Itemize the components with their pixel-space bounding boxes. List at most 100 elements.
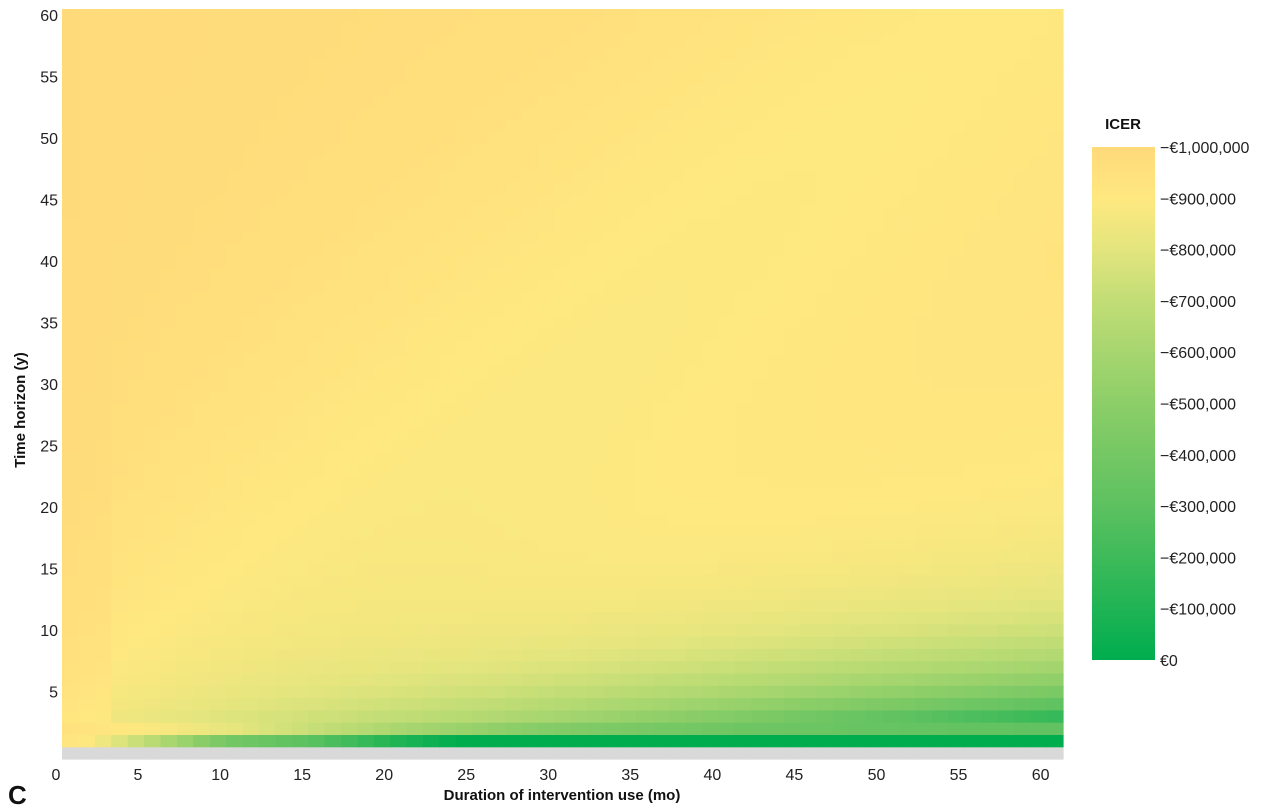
heatmap-cell — [915, 574, 933, 588]
heatmap-cell — [390, 648, 408, 662]
heatmap-cell — [439, 205, 457, 219]
heatmap-cell — [505, 636, 523, 649]
heatmap-cell — [176, 119, 194, 133]
heatmap-cell — [1013, 131, 1031, 145]
heatmap-cell — [685, 463, 703, 477]
heatmap-cell — [554, 377, 572, 391]
heatmap-cell — [423, 33, 441, 47]
heatmap-cell — [980, 722, 998, 736]
heatmap-cell — [193, 476, 211, 490]
heatmap-cell — [997, 82, 1015, 96]
heatmap-cell — [62, 709, 80, 723]
heatmap-cell — [816, 500, 834, 514]
heatmap-cell — [439, 685, 457, 699]
heatmap-cell — [521, 488, 539, 502]
heatmap-cell — [488, 623, 506, 637]
heatmap-cell — [406, 33, 424, 47]
heatmap-cell — [948, 636, 966, 649]
heatmap-cell — [866, 439, 884, 453]
heatmap-cell — [127, 242, 145, 256]
heatmap-cell — [521, 144, 539, 158]
heatmap-cell — [980, 205, 998, 219]
heatmap-cell — [472, 218, 490, 231]
heatmap-cell — [1013, 660, 1031, 674]
legend-label: −€300,000 — [1160, 499, 1236, 516]
heatmap-cell — [242, 9, 260, 22]
heatmap-cell — [373, 500, 391, 514]
heatmap-cell — [718, 636, 736, 649]
heatmap-cell — [505, 279, 523, 293]
heatmap-cell — [554, 660, 572, 674]
heatmap-cell — [242, 107, 260, 121]
heatmap-cell — [718, 390, 736, 404]
heatmap-cell — [964, 402, 982, 416]
heatmap-cell — [718, 45, 736, 59]
heatmap-cell — [1013, 488, 1031, 502]
heatmap-cell — [144, 279, 162, 293]
heatmap-cell — [849, 291, 867, 305]
heatmap-cell — [373, 58, 391, 72]
heatmap-cell — [652, 107, 670, 121]
heatmap-cell — [1046, 230, 1064, 244]
heatmap-cell — [357, 193, 375, 207]
heatmap-cell — [94, 144, 112, 158]
heatmap-cell — [94, 451, 112, 465]
heatmap-cell — [472, 439, 490, 453]
heatmap-cell — [816, 242, 834, 256]
heatmap-cell — [242, 574, 260, 588]
heatmap-cell — [948, 58, 966, 72]
heatmap-cell — [570, 722, 588, 736]
heatmap-cell — [882, 537, 900, 551]
heatmap-cell — [652, 586, 670, 600]
heatmap-cell — [915, 377, 933, 391]
heatmap-cell — [603, 734, 621, 748]
heatmap-cell — [521, 9, 539, 22]
heatmap-cell — [209, 451, 227, 465]
heatmap-cell — [357, 279, 375, 293]
heatmap-cell — [898, 402, 916, 416]
heatmap-cell — [472, 353, 490, 367]
heatmap-cell — [800, 599, 818, 613]
heatmap-cell — [521, 611, 539, 625]
heatmap-cell — [784, 291, 802, 305]
heatmap-cell — [948, 107, 966, 121]
heatmap-cell — [406, 623, 424, 637]
heatmap-cell — [78, 193, 96, 207]
heatmap-cell — [308, 58, 326, 72]
heatmap-cell — [603, 488, 621, 502]
heatmap-cell — [373, 549, 391, 563]
heatmap-cell — [373, 451, 391, 465]
heatmap-cell — [685, 451, 703, 465]
heatmap-cell — [472, 623, 490, 637]
heatmap-cell — [258, 279, 276, 293]
heatmap-cell — [160, 328, 178, 342]
heatmap-cell — [406, 672, 424, 686]
heatmap-cell — [669, 599, 687, 613]
heatmap-cell — [373, 660, 391, 674]
heatmap-cell — [587, 45, 605, 59]
heatmap-cell — [997, 242, 1015, 256]
heatmap-cell — [62, 463, 80, 477]
heatmap-cell — [537, 660, 555, 674]
heatmap-cell — [455, 599, 473, 613]
heatmap-cell — [685, 21, 703, 35]
heatmap-cell — [767, 21, 785, 35]
heatmap-cell — [209, 131, 227, 145]
heatmap-cell — [636, 107, 654, 121]
heatmap-cell — [258, 70, 276, 84]
heatmap-cell — [308, 636, 326, 649]
heatmap-cell — [751, 685, 769, 699]
heatmap-cell — [472, 242, 490, 256]
legend-label: −€200,000 — [1160, 550, 1236, 567]
y-tick-label: 35 — [40, 316, 58, 333]
heatmap-cell — [258, 9, 276, 22]
heatmap-cell — [406, 562, 424, 576]
heatmap-cell — [800, 390, 818, 404]
heatmap-cell — [718, 451, 736, 465]
heatmap-cell — [948, 427, 966, 440]
heatmap-cell — [915, 451, 933, 465]
heatmap-cell — [1030, 181, 1048, 195]
heatmap-cell — [308, 427, 326, 440]
heatmap-cell — [193, 218, 211, 231]
heatmap-cell — [537, 9, 555, 22]
